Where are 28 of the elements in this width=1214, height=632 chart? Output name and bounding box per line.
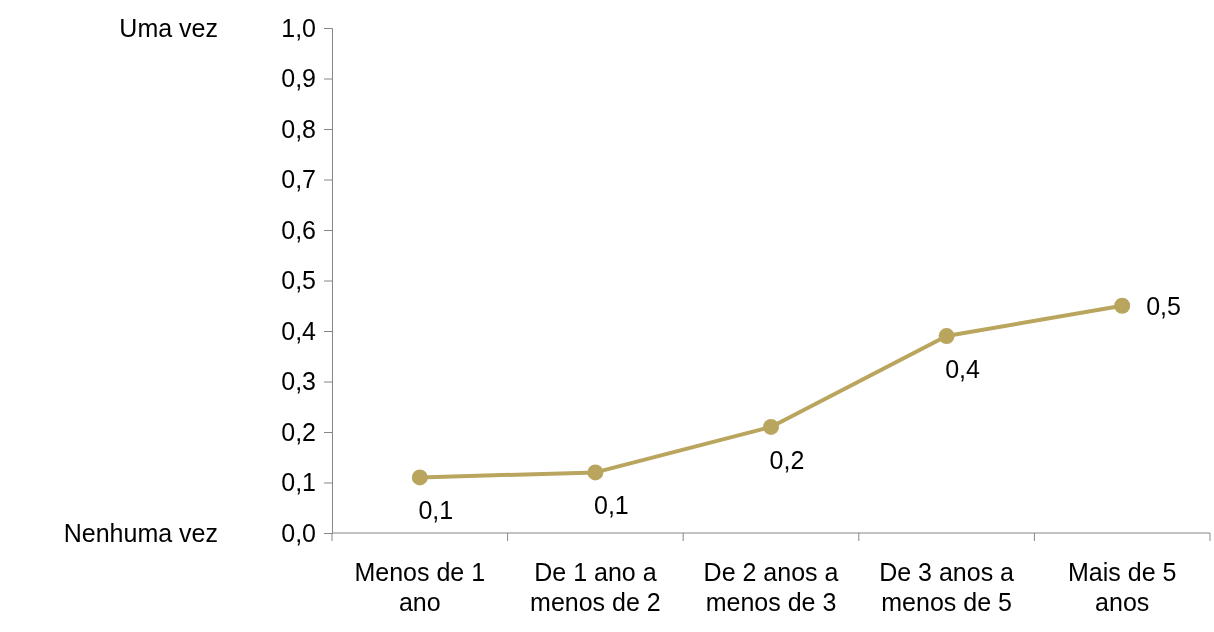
- data-label: 0,1: [594, 491, 629, 520]
- point: [763, 418, 779, 435]
- y-tick-label: 0,3: [281, 367, 316, 395]
- y-tick-label: 1,0: [281, 13, 316, 42]
- x-tick-label: Mais de 5 anos: [1068, 558, 1177, 616]
- x-tick-label: De 1 ano a menos de 2: [530, 558, 661, 616]
- y-tick-label: 0,4: [281, 316, 317, 345]
- y-tick-label: 0,2: [281, 417, 316, 446]
- y-tick-label: 0,6: [281, 215, 316, 244]
- data-label: 0,4: [945, 355, 981, 384]
- x-tick-label: De 3 anos a menos de 5: [879, 558, 1015, 616]
- x-tick-label: Menos de 1 ano: [354, 558, 486, 616]
- text: Nenhuma vez: [63, 519, 218, 547]
- x-tick-label: De 2 anos a menos de 3: [703, 558, 839, 616]
- point: [1114, 297, 1131, 314]
- point: [938, 328, 955, 345]
- y-tick-label: 0,9: [281, 64, 316, 92]
- point: [587, 464, 604, 481]
- y-tick-label: 0,8: [281, 114, 316, 143]
- text: Uma vez: [119, 14, 218, 42]
- data-label: 0,5: [1146, 291, 1181, 320]
- y-tick-label: 0,7: [281, 165, 316, 193]
- y-tick-label: 0,0: [281, 518, 316, 547]
- data-label: 0,2: [769, 445, 805, 474]
- y-tick-label: 0,5: [281, 266, 316, 294]
- data-label: 0,1: [418, 496, 454, 525]
- point: [411, 469, 428, 486]
- y-tick-label: 0,1: [281, 468, 316, 496]
